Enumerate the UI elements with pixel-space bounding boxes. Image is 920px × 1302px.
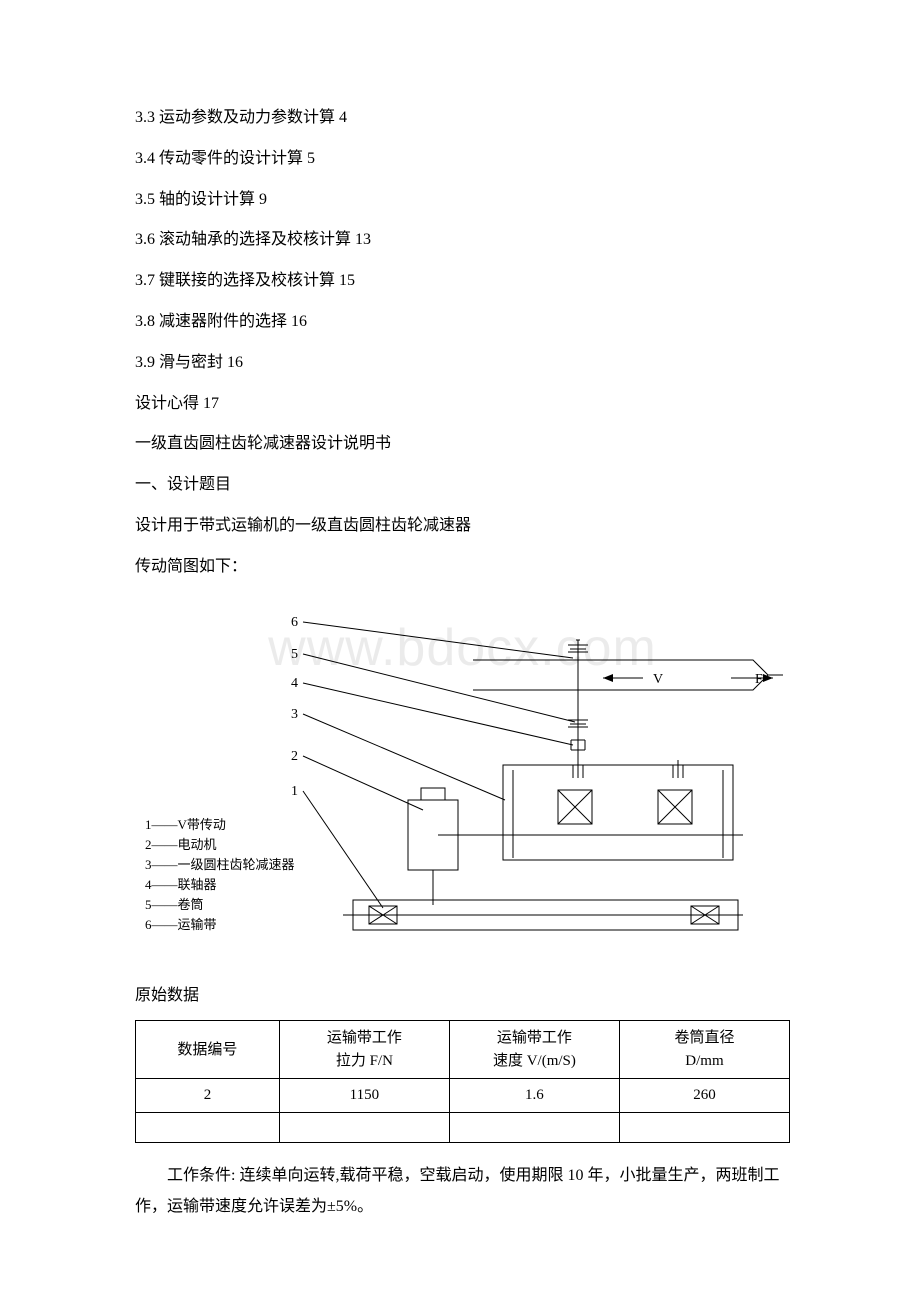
transmission-diagram: www.bdocx.com V F [135, 600, 790, 960]
legend-item: 1——V带传动 [145, 815, 295, 835]
table-cell [279, 1113, 449, 1143]
section-heading: 一、设计题目 [135, 467, 790, 504]
body-text: 传动简图如下： [135, 549, 790, 586]
table-header: 拉力 F/N [336, 1053, 393, 1069]
label-6: 6 [291, 615, 298, 630]
toc-item: 3.8 减速器附件的选择 16 [135, 304, 790, 341]
toc-item: 3.9 滑与密封 16 [135, 345, 790, 382]
label-1: 1 [291, 784, 298, 799]
label-f: F [755, 672, 763, 687]
table-header: 速度 V/(m/S) [493, 1053, 576, 1069]
legend-item: 3——一级圆柱齿轮减速器 [145, 855, 295, 875]
table-cell [136, 1113, 280, 1143]
table-header: 卷筒直径 [674, 1030, 734, 1046]
data-table: 数据编号 运输带工作拉力 F/N 运输带工作速度 V/(m/S) 卷筒直径 D/m… [135, 1020, 790, 1143]
legend-item: 2——电动机 [145, 835, 295, 855]
label-3: 3 [291, 707, 298, 722]
legend-item: 6——运输带 [145, 915, 295, 935]
toc-item: 3.6 滚动轴承的选择及校核计算 13 [135, 222, 790, 259]
diagram-legend: 1——V带传动 2——电动机 3——一级圆柱齿轮减速器 4——联轴器 5——卷筒… [145, 815, 295, 936]
label-2: 2 [291, 749, 298, 764]
table-header: 运输带工作 [327, 1030, 402, 1046]
table-cell [449, 1113, 619, 1143]
table-cell: 260 [619, 1079, 789, 1113]
table-header: 运输带工作 [497, 1030, 572, 1046]
working-conditions: 工作条件: 连续单向运转,载荷平稳，空载启动，使用期限 10 年，小批量生产，两… [135, 1161, 790, 1222]
table-title: 原始数据 [135, 978, 790, 1015]
table-cell: 1.6 [449, 1079, 619, 1113]
label-v: V [653, 672, 663, 687]
table-cell: 1150 [279, 1079, 449, 1113]
toc-item: 3.4 传动零件的设计计算 5 [135, 141, 790, 178]
label-4: 4 [291, 676, 298, 691]
table-header: 数据编号 [177, 1042, 237, 1058]
body-text: 设计用于带式运输机的一级直齿圆柱齿轮减速器 [135, 508, 790, 545]
toc-item: 3.7 键联接的选择及校核计算 15 [135, 263, 790, 300]
table-cell [619, 1113, 789, 1143]
table-header: D/mm [685, 1053, 723, 1069]
toc-item: 3.3 运动参数及动力参数计算 4 [135, 100, 790, 137]
doc-title: 一级直齿圆柱齿轮减速器设计说明书 [135, 426, 790, 463]
toc-item: 3.5 轴的设计计算 9 [135, 182, 790, 219]
label-5: 5 [291, 647, 298, 662]
legend-item: 4——联轴器 [145, 875, 295, 895]
toc-item: 设计心得 17 [135, 386, 790, 423]
legend-item: 5——卷筒 [145, 895, 295, 915]
table-cell: 2 [136, 1079, 280, 1113]
